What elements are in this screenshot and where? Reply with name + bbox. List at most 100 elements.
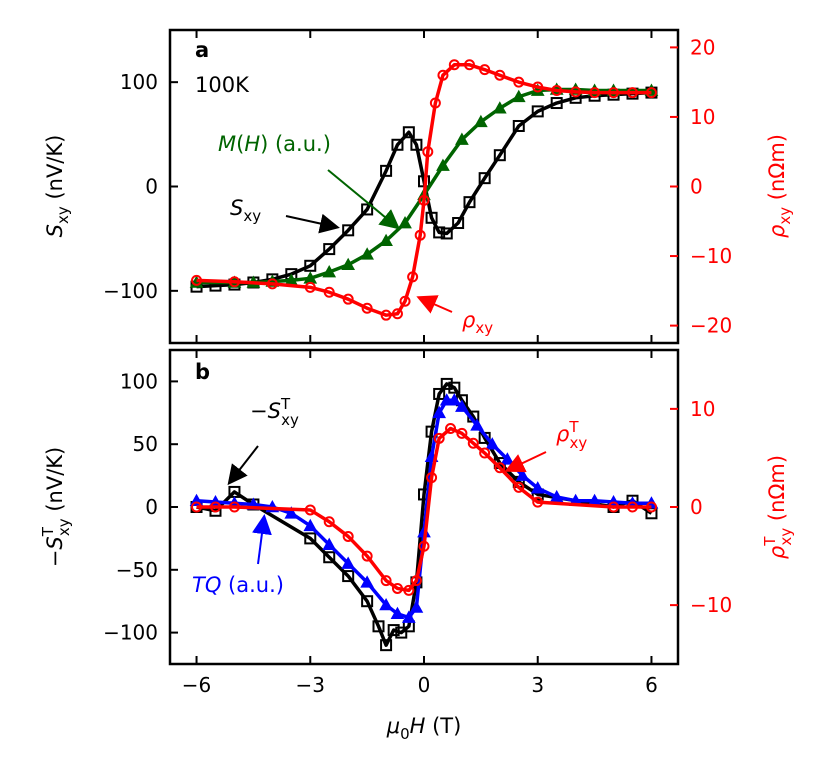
annotation-neg-sxyt: −ST xy [250, 395, 299, 429]
data-point [474, 114, 488, 128]
data-point [323, 286, 335, 298]
data-point [209, 501, 221, 513]
y-tick-label-left: 50 [133, 432, 158, 456]
data-point [410, 575, 422, 587]
data-point [494, 69, 506, 81]
data-point [485, 437, 500, 450]
data-point [401, 610, 416, 623]
y-tick-label-right: 10 [690, 397, 715, 421]
data-point [531, 105, 544, 118]
data-point [361, 550, 373, 562]
data-point [437, 69, 449, 81]
data-point [530, 481, 545, 494]
series-line [196, 63, 652, 317]
data-point [418, 540, 430, 552]
panel-b-ylabel-left: −STxy (nV/K) [39, 447, 73, 567]
annotation-tq: TQ (a.u.) [192, 573, 284, 597]
panel-a-data [189, 59, 659, 321]
data-point [532, 496, 544, 508]
data-point [425, 211, 438, 224]
panel-a-ylabel-left: Sxy (nV/K) [43, 135, 72, 238]
x-tick-label: −3 [296, 673, 325, 697]
arrow-tq [252, 514, 272, 565]
data-point [304, 281, 316, 293]
data-point [448, 381, 461, 394]
data-point [426, 472, 438, 484]
data-point [191, 501, 203, 513]
data-point [513, 481, 525, 493]
panel-b-ylabel-right: ρTxy (nΩm) [761, 455, 795, 559]
data-point [228, 276, 240, 288]
data-point [342, 293, 354, 305]
data-point [440, 377, 453, 390]
x-axis-label: μ0H (T) [386, 714, 462, 743]
data-point [360, 575, 374, 588]
data-point [551, 85, 563, 97]
data-point [456, 427, 468, 439]
data-point [361, 302, 373, 314]
data-point [433, 387, 446, 400]
y-tick-label-right: 20 [690, 35, 715, 59]
arrow-sxy [285, 213, 340, 234]
y-tick-label-left: 0 [145, 175, 158, 199]
data-point [409, 600, 424, 613]
data-point [398, 215, 412, 229]
data-point [448, 59, 460, 71]
y-tick-label-left: −50 [116, 558, 158, 582]
y-tick-label-left: 100 [120, 70, 158, 94]
data-point [550, 97, 563, 110]
data-point [512, 119, 525, 132]
data-point [515, 468, 530, 481]
data-point [391, 582, 403, 594]
data-point [455, 132, 469, 145]
x-tick-label: 6 [645, 673, 658, 697]
data-point [379, 597, 393, 611]
data-point [342, 530, 354, 542]
panel-b-label: b [195, 360, 210, 384]
annotation-rhoxy: ρxy [462, 308, 493, 337]
data-point [447, 393, 462, 406]
y-tick-label-left: 0 [145, 495, 158, 519]
data-point [511, 89, 526, 103]
arrow-neg-sxyt [227, 445, 259, 486]
data-point [380, 639, 393, 652]
y-tick-label-right: −10 [690, 244, 732, 268]
data-point [410, 138, 423, 151]
data-point [304, 259, 317, 272]
y-tick-label-left: 100 [120, 369, 158, 393]
data-point [493, 149, 506, 162]
x-tick-label: 3 [531, 673, 544, 697]
data-point [645, 501, 657, 513]
data-point [433, 432, 445, 444]
data-point [470, 418, 484, 431]
data-point [391, 308, 403, 320]
data-point [467, 437, 479, 449]
y-tick-label-right: 10 [690, 105, 715, 129]
x-tick-label: 0 [418, 673, 431, 697]
data-point [418, 194, 430, 206]
data-point [322, 537, 337, 550]
data-point [407, 271, 419, 283]
data-point [380, 575, 392, 587]
data-point [422, 146, 434, 158]
data-point [589, 87, 601, 99]
data-point [608, 87, 620, 99]
data-point [342, 224, 355, 237]
data-point [379, 233, 393, 247]
data-point [433, 226, 446, 239]
data-point [323, 243, 336, 256]
y-tick-label-right: −20 [690, 314, 732, 338]
y-tick-label-right: 0 [690, 495, 703, 519]
panel-b-data [189, 377, 659, 652]
data-point [479, 447, 491, 459]
data-point [479, 64, 491, 76]
arrow-rhoxyt [504, 451, 547, 473]
annotation-mh: M(H) (a.u.) [218, 132, 331, 156]
data-point [323, 551, 336, 564]
data-point [323, 516, 335, 528]
data-point [627, 87, 639, 99]
data-point [361, 203, 374, 216]
data-point [452, 217, 465, 230]
